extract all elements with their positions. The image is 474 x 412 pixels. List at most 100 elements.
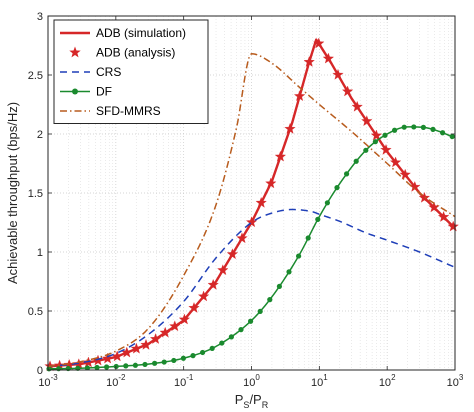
- data-point-star: [169, 320, 181, 332]
- data-point-dot: [401, 124, 407, 130]
- y-tick-label: 0: [37, 365, 43, 377]
- data-point-star: [188, 302, 200, 313]
- data-point-star: [380, 144, 392, 155]
- data-point-dot: [257, 308, 263, 314]
- x-tick-label-base: 10: [174, 377, 186, 389]
- y-tick-label: 2: [37, 129, 43, 141]
- x-tick-label-base: 10: [243, 377, 255, 389]
- x-axis-title-slash: /P: [249, 392, 261, 407]
- data-point-dot: [430, 126, 436, 132]
- data-point-dot: [315, 216, 321, 222]
- data-point-star: [303, 56, 315, 67]
- data-point-star: [226, 248, 239, 260]
- legend-label: SFD-MMRS: [96, 104, 161, 118]
- data-point-star: [197, 290, 210, 302]
- legend: ADB (simulation) ADB (analysis) CRS DF SFD-M…: [53, 19, 209, 124]
- data-point-star: [207, 278, 219, 290]
- data-point-star: [265, 177, 277, 189]
- data-point-star: [255, 196, 267, 208]
- data-point-dot: [200, 349, 206, 356]
- legend-label: ADB (analysis): [96, 46, 175, 60]
- data-point-star: [399, 168, 411, 180]
- data-point-dot: [123, 363, 129, 369]
- data-point-star: [159, 326, 171, 338]
- x-tick-label-exponent: 2: [391, 373, 396, 382]
- data-point-star: [447, 220, 459, 232]
- data-point-dot: [161, 359, 167, 365]
- series-layer: [44, 37, 459, 372]
- legend-box: [53, 19, 209, 124]
- data-point-star: [389, 156, 402, 168]
- x-tick-label-base: 10: [38, 377, 50, 389]
- data-point-dot: [209, 345, 215, 351]
- series-line-df: [47, 126, 456, 370]
- x-tick-label-exponent: -3: [51, 373, 59, 382]
- x-tick-label: 10-1: [174, 373, 194, 389]
- legend-item-df: DF: [60, 85, 112, 99]
- data-point-star: [236, 232, 248, 244]
- data-point-star: [437, 211, 450, 222]
- data-point-dot: [276, 283, 282, 290]
- data-point-dot: [171, 357, 177, 364]
- x-tick-label: 102: [379, 373, 396, 389]
- legend-swatch-dot: [72, 88, 78, 95]
- data-point-dot: [449, 133, 455, 140]
- data-point-dot: [142, 361, 148, 368]
- data-point-star: [140, 338, 152, 350]
- data-point-dot: [372, 139, 378, 145]
- series-line-crs: [47, 208, 456, 368]
- data-point-dot: [238, 327, 244, 333]
- legend-label: CRS: [96, 65, 121, 79]
- legend-item-adb-analysis: ADB (analysis): [69, 46, 175, 60]
- data-point-dot: [363, 147, 369, 153]
- data-point-dot: [180, 355, 186, 361]
- data-point-dot: [84, 365, 90, 371]
- data-point-dot: [411, 124, 417, 130]
- data-point-dot: [382, 132, 388, 138]
- data-point-dot: [190, 353, 196, 359]
- data-point-dot: [267, 297, 273, 303]
- x-tick-label: 10-2: [106, 373, 126, 389]
- x-tick-label: 100: [243, 373, 260, 389]
- x-tick-label-base: 10: [379, 377, 391, 389]
- x-axis-title-sub-s: S: [243, 400, 249, 410]
- series-sfd-mmrs: [47, 53, 456, 368]
- data-point-dot: [420, 124, 426, 130]
- legend-label: DF: [96, 85, 112, 99]
- y-tick-label: 3: [37, 11, 43, 23]
- data-point-dot: [248, 318, 254, 324]
- data-point-star: [284, 123, 296, 134]
- data-point-star: [149, 333, 162, 344]
- legend-swatch-star: [69, 46, 81, 58]
- x-tick-label-exponent: -1: [186, 373, 194, 382]
- x-tick-label-base: 10: [447, 377, 459, 389]
- data-point-dot: [152, 360, 158, 366]
- x-tick-label: 10-3: [38, 373, 58, 389]
- x-axis-title-main: P: [235, 392, 244, 407]
- data-point-dot: [94, 364, 100, 371]
- x-tick-label-exponent: 1: [323, 373, 328, 382]
- x-tick-label-exponent: 3: [459, 373, 464, 382]
- data-point-star: [293, 90, 306, 102]
- data-point-star: [178, 313, 191, 325]
- y-tick-label: 1: [37, 247, 43, 259]
- data-point-dot: [296, 253, 302, 259]
- data-point-star: [101, 352, 114, 364]
- data-point-star: [361, 115, 373, 127]
- data-point-dot: [286, 269, 292, 275]
- data-point-dot: [228, 334, 234, 340]
- legend-label: ADB (simulation): [96, 26, 186, 40]
- series-crs: [47, 208, 456, 368]
- data-point-star: [341, 85, 354, 97]
- data-point-dot: [324, 200, 330, 206]
- data-point-star: [418, 191, 431, 203]
- data-point-dot: [392, 127, 398, 133]
- x-axis-title: PS/PR: [235, 392, 269, 410]
- data-point-star: [313, 37, 325, 49]
- series-df: [46, 124, 456, 372]
- data-point-dot: [334, 185, 340, 191]
- x-tick-label: 101: [311, 373, 328, 389]
- data-point-star: [130, 342, 143, 354]
